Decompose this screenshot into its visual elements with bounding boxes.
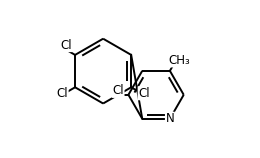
Text: N: N — [166, 112, 174, 125]
Text: Cl: Cl — [60, 39, 72, 52]
Text: CH₃: CH₃ — [168, 54, 190, 67]
Text: Cl: Cl — [112, 84, 124, 97]
Text: Cl: Cl — [56, 87, 68, 100]
Text: Cl: Cl — [138, 87, 150, 100]
